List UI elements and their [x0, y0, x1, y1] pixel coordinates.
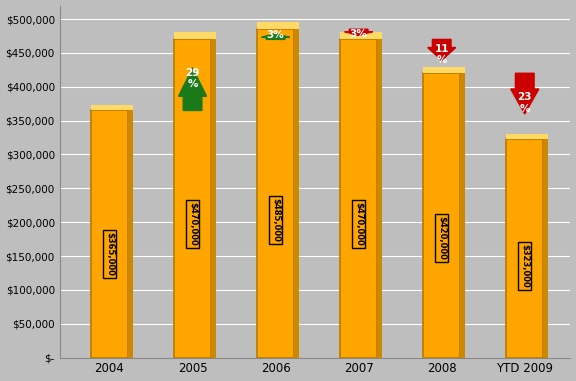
Text: 11
%: 11 % — [434, 44, 449, 66]
Bar — [460, 73, 465, 358]
Text: 3%: 3% — [267, 30, 285, 40]
Text: $470,000: $470,000 — [188, 202, 197, 246]
Bar — [506, 134, 548, 139]
FancyArrow shape — [511, 73, 539, 114]
Bar — [294, 29, 299, 358]
Text: $420,000: $420,000 — [437, 216, 446, 260]
Bar — [543, 139, 548, 358]
Text: $470,000: $470,000 — [354, 202, 363, 246]
FancyArrow shape — [344, 29, 373, 35]
Bar — [174, 32, 216, 39]
FancyArrow shape — [179, 68, 207, 110]
Text: 23
%: 23 % — [517, 92, 532, 114]
Bar — [257, 22, 299, 29]
Bar — [91, 105, 132, 110]
Text: $323,000: $323,000 — [520, 244, 529, 288]
Bar — [377, 39, 382, 358]
FancyArrow shape — [262, 33, 290, 39]
FancyArrow shape — [428, 39, 456, 61]
Bar — [506, 139, 543, 358]
Bar — [174, 39, 211, 358]
Text: $485,000: $485,000 — [271, 198, 280, 242]
Bar — [340, 39, 377, 358]
Text: $365,000: $365,000 — [105, 232, 114, 276]
Bar — [128, 110, 132, 358]
Bar — [91, 110, 128, 358]
Bar — [423, 67, 465, 73]
Bar — [257, 29, 294, 358]
Text: 29
%: 29 % — [185, 68, 200, 89]
Text: 3%: 3% — [350, 29, 367, 39]
Bar — [340, 32, 382, 39]
Bar — [211, 39, 216, 358]
Bar — [423, 73, 460, 358]
